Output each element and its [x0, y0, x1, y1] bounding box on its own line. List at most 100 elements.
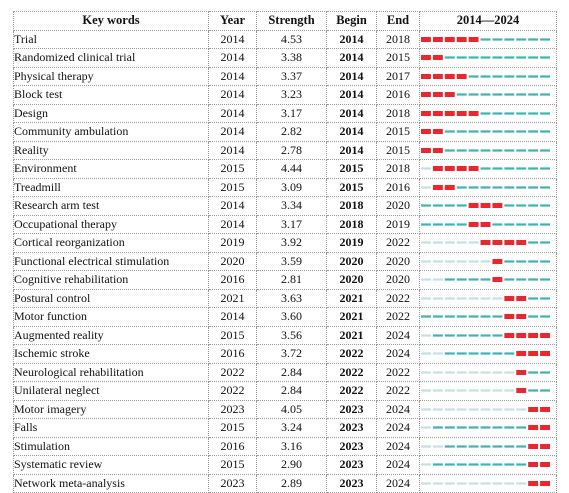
timeline-segment-active	[456, 149, 467, 152]
burst-timeline	[421, 406, 550, 412]
timeline-segment-inactive	[480, 260, 491, 263]
strength-cell: 3.56	[256, 325, 327, 345]
burst-timeline	[421, 480, 550, 486]
timeline-segment-burst	[421, 147, 431, 153]
timeline-segment-active	[504, 93, 515, 96]
timeline-segment-active	[528, 56, 539, 59]
timeline-segment-burst	[421, 92, 431, 98]
timeline-segment-active	[432, 223, 443, 226]
burst-timeline	[421, 388, 550, 394]
timeline-segment-active	[492, 223, 503, 226]
timeline-segment-burst	[516, 369, 527, 375]
begin-cell: 2023	[326, 473, 377, 493]
timeline-segment-active	[516, 426, 527, 429]
timeline-segment-active	[492, 56, 503, 59]
keyword-cell: Stimulation	[13, 436, 209, 456]
burst-timeline	[421, 240, 550, 246]
begin-cell: 2014	[326, 85, 377, 105]
timeline-segment-active	[504, 463, 515, 466]
timeline-segment-active	[456, 186, 467, 189]
timeline-segment-active	[432, 334, 443, 337]
timeline-segment-active	[480, 315, 491, 318]
timeline-segment-burst	[456, 36, 467, 42]
timeline-segment-active	[421, 223, 431, 226]
end-cell: 2019	[376, 214, 420, 234]
timeline-segment-active	[480, 278, 491, 281]
timeline-segment-active	[480, 75, 491, 78]
timeline-segment-active	[468, 56, 479, 59]
keyword-cell: Block test	[13, 85, 209, 105]
timeline-segment-inactive	[456, 389, 467, 392]
timeline-segment-active	[444, 334, 455, 337]
timeline-segment-active	[516, 38, 527, 41]
year-cell: 2022	[208, 381, 257, 401]
table-row: Occupational therapy 2014 3.17 2018 2019	[13, 214, 557, 234]
timeline-segment-active	[528, 112, 539, 115]
timeline-segment-inactive	[492, 297, 503, 300]
table-row: Randomized clinical trial 2014 3.38 2014 201…	[13, 48, 557, 68]
timeline-segment-active	[540, 278, 550, 281]
timeline-cell	[419, 288, 557, 308]
timeline-cell	[419, 251, 557, 271]
end-cell: 2022	[376, 381, 420, 401]
timeline-segment-active	[516, 223, 527, 226]
strength-cell: 3.24	[256, 418, 327, 438]
timeline-segment-active	[480, 56, 491, 59]
timeline-segment-active	[528, 315, 539, 318]
timeline-segment-burst	[492, 277, 503, 283]
timeline-segment-inactive	[432, 278, 443, 281]
timeline-segment-burst	[540, 462, 550, 468]
timeline-segment-burst	[468, 203, 479, 209]
timeline-cell	[419, 214, 557, 234]
timeline-segment-burst	[528, 406, 539, 412]
timeline-segment-burst	[492, 203, 503, 209]
table-row: Environment 2015 4.44 2015 2018	[13, 159, 557, 179]
timeline-segment-inactive	[480, 297, 491, 300]
end-cell: 2020	[376, 196, 420, 216]
end-cell: 2024	[376, 344, 420, 364]
timeline-segment-active	[456, 315, 467, 318]
end-cell: 2018	[376, 29, 420, 49]
keyword-cell: Functional electrical stimulation	[13, 251, 209, 271]
timeline-segment-active	[504, 204, 515, 207]
timeline-segment-active	[540, 56, 550, 59]
timeline-segment-active	[528, 75, 539, 78]
end-cell: 2016	[376, 177, 420, 197]
timeline-segment-burst	[528, 332, 539, 338]
timeline-segment-active	[528, 130, 539, 133]
timeline-segment-active	[492, 426, 503, 429]
strength-cell: 3.34	[256, 196, 327, 216]
year-cell: 2015	[208, 418, 257, 438]
timeline-segment-burst	[528, 462, 539, 468]
timeline-segment-burst	[421, 36, 431, 42]
table-row: Falls 2015 3.24 2023 2024	[13, 418, 557, 438]
end-cell: 2015	[376, 140, 420, 160]
timeline-segment-burst	[432, 147, 443, 153]
begin-cell: 2015	[326, 177, 377, 197]
timeline-segment-active	[504, 426, 515, 429]
timeline-segment-active	[504, 445, 515, 448]
table-row: Community ambulation 2014 2.82 2014 2015	[13, 122, 557, 142]
begin-cell: 2023	[326, 399, 377, 419]
keyword-cell: Randomized clinical trial	[13, 48, 209, 68]
timeline-segment-burst	[480, 203, 491, 209]
timeline-segment-active	[492, 167, 503, 170]
begin-cell: 2022	[326, 362, 377, 382]
header-strength: Strength	[256, 11, 327, 31]
year-cell: 2014	[208, 214, 257, 234]
burst-timeline	[421, 110, 550, 116]
timeline-segment-inactive	[444, 371, 455, 374]
timeline-segment-burst	[480, 240, 491, 246]
year-cell: 2015	[208, 177, 257, 197]
burst-table-body: Trial 2014 4.53 2014 2018 Randomized clinical…	[13, 29, 557, 493]
table-row: Functional electrical stimulation 2020 3.5…	[13, 251, 557, 271]
timeline-segment-inactive	[468, 371, 479, 374]
end-cell: 2024	[376, 436, 420, 456]
timeline-segment-active	[432, 426, 443, 429]
timeline-segment-inactive	[432, 389, 443, 392]
keyword-cell: Unilateral neglect	[13, 381, 209, 401]
timeline-cell	[419, 473, 557, 493]
timeline-segment-active	[456, 426, 467, 429]
timeline-segment-active	[516, 130, 527, 133]
timeline-segment-inactive	[421, 260, 431, 263]
